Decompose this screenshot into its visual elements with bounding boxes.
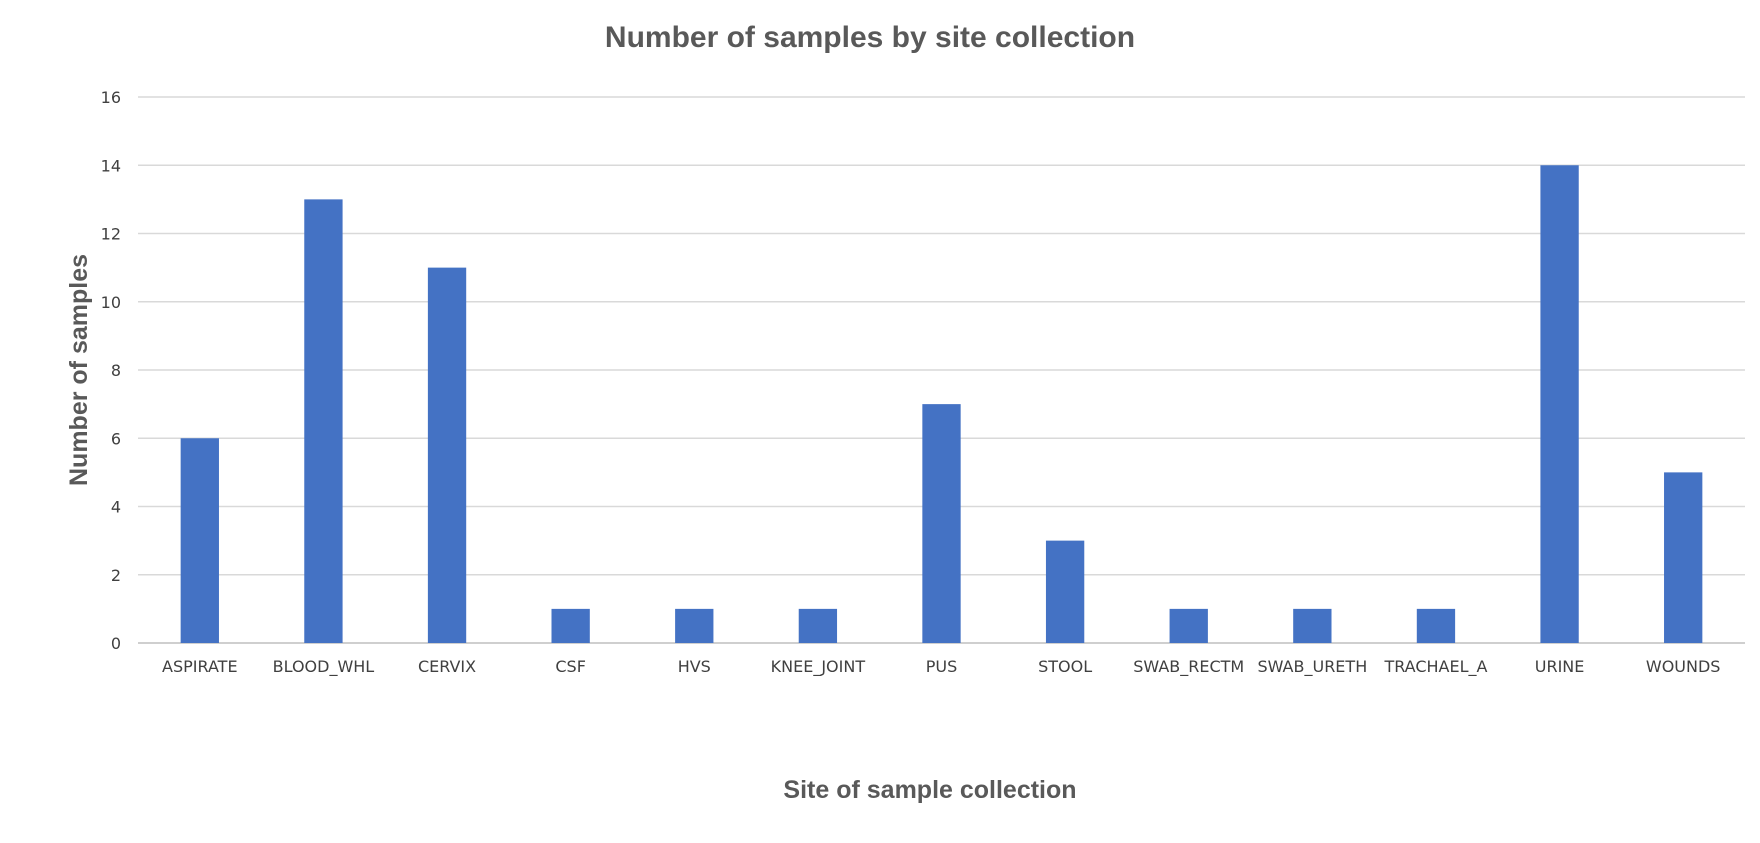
y-tick-label: 10 <box>101 293 121 312</box>
x-tick-label: ASPIRATE <box>162 657 238 676</box>
bar-cervix <box>427 267 467 643</box>
bar-stool <box>1045 540 1085 643</box>
y-tick-label: 12 <box>101 225 121 244</box>
x-tick-label: CSF <box>555 657 586 676</box>
y-tick-label: 0 <box>111 634 121 653</box>
y-tick-label: 2 <box>111 566 121 585</box>
bar-aspirate <box>180 438 219 643</box>
x-tick-label: SWAB_RECTM <box>1133 657 1244 677</box>
bar-blood-whl <box>304 199 343 643</box>
x-tick-label: TRACHAEL_A <box>1383 657 1487 677</box>
x-tick-label: SWAB_URETH <box>1257 657 1367 677</box>
bar-knee-joint <box>798 608 838 643</box>
x-tick-label: STOOL <box>1038 657 1092 676</box>
x-tick-label: URINE <box>1535 657 1585 676</box>
bars <box>180 165 1703 643</box>
bar-urine <box>1540 165 1579 643</box>
y-tick-label: 4 <box>111 498 121 517</box>
x-tick-label: KNEE_JOINT <box>771 657 866 677</box>
gridlines <box>138 96 1745 644</box>
y-tick-label: 6 <box>111 429 121 448</box>
chart-title: Number of samples by site collection <box>605 21 1135 54</box>
bar-csf <box>551 608 590 643</box>
y-tick-label: 16 <box>101 88 121 107</box>
y-axis-ticks: 0 2 4 6 8 10 12 14 16 <box>101 88 121 653</box>
x-tick-label: PUS <box>926 657 958 676</box>
bar-wounds <box>1664 472 1703 643</box>
x-axis-title: Site of sample collection <box>783 776 1076 804</box>
y-axis-title: Number of samples <box>65 254 93 486</box>
y-tick-label: 8 <box>111 361 121 380</box>
bar-swab-rectm <box>1169 608 1208 643</box>
x-tick-label: WOUNDS <box>1646 657 1721 676</box>
bar-pus <box>922 404 961 643</box>
x-tick-label: BLOOD_WHL <box>273 657 375 677</box>
x-axis-ticks: ASPIRATE BLOOD_WHL CERVIX CSF HVS KNEE_JOINT P… <box>162 657 1720 677</box>
bar-swab-ureth <box>1293 608 1332 643</box>
x-tick-label: HVS <box>678 657 711 676</box>
y-tick-label: 14 <box>101 156 121 175</box>
x-tick-label: CERVIX <box>418 657 476 676</box>
bar-hvs <box>675 608 714 643</box>
bar-trachael-a <box>1416 608 1456 643</box>
